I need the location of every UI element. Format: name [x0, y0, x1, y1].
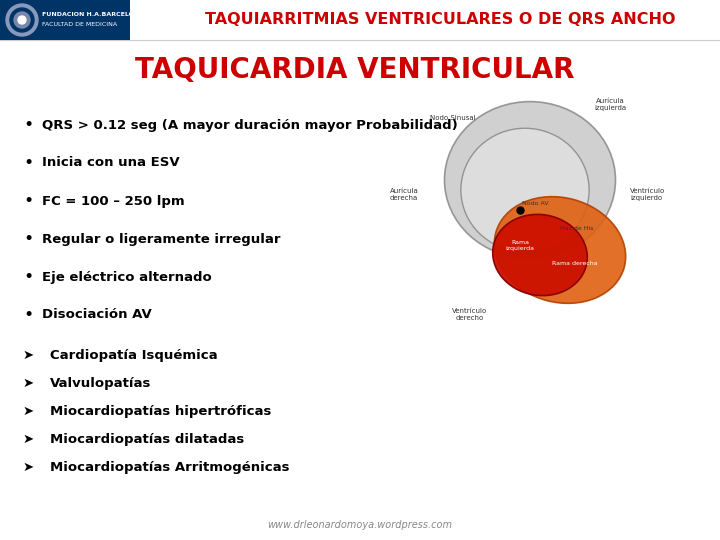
Text: •: • — [23, 268, 33, 286]
Text: Ventrículo
izquierdo: Ventrículo izquierdo — [630, 188, 665, 201]
Circle shape — [14, 12, 30, 28]
Text: Inicia con una ESV: Inicia con una ESV — [42, 157, 179, 170]
Text: Aurícula
derecha: Aurícula derecha — [390, 188, 419, 201]
Circle shape — [18, 16, 26, 24]
Text: •: • — [23, 192, 33, 210]
Ellipse shape — [495, 197, 626, 303]
Text: Aurícula
izquierda: Aurícula izquierda — [594, 98, 626, 111]
Text: ➤: ➤ — [22, 376, 34, 389]
Text: •: • — [23, 154, 33, 172]
Text: Nodo Sinusal: Nodo Sinusal — [430, 115, 476, 121]
Text: ➤: ➤ — [22, 348, 34, 361]
Text: •: • — [23, 230, 33, 248]
Text: ➤: ➤ — [22, 461, 34, 474]
Text: Ventrículo
derecho: Ventrículo derecho — [452, 308, 487, 321]
Text: Cardiopatía Isquémica: Cardiopatía Isquémica — [50, 348, 217, 361]
Text: ➤: ➤ — [22, 404, 34, 417]
Circle shape — [6, 4, 38, 36]
Text: •: • — [23, 116, 33, 134]
Text: Haz de His: Haz de His — [560, 226, 593, 231]
Text: ➤: ➤ — [22, 433, 34, 446]
Text: FUNDACION H.A.BARCELO: FUNDACION H.A.BARCELO — [42, 12, 134, 17]
Ellipse shape — [461, 128, 589, 252]
Text: QRS > 0.12 seg (A mayor duración mayor Probabilidad): QRS > 0.12 seg (A mayor duración mayor P… — [42, 118, 458, 132]
Text: FACULTAD DE MEDICINA: FACULTAD DE MEDICINA — [42, 23, 117, 28]
Text: Rama derecha: Rama derecha — [552, 261, 598, 266]
Text: Rama
izquierda: Rama izquierda — [505, 240, 534, 251]
Text: Miocardiopatías dilatadas: Miocardiopatías dilatadas — [50, 433, 244, 446]
Text: Miocardiopatías Arritmogénicas: Miocardiopatías Arritmogénicas — [50, 461, 289, 474]
Circle shape — [10, 8, 34, 32]
Bar — [0, 0, 130, 40]
Text: •: • — [23, 306, 33, 324]
Text: Valvulopatías: Valvulopatías — [50, 376, 151, 389]
Text: FC = 100 – 250 lpm: FC = 100 – 250 lpm — [42, 194, 184, 207]
Text: www.drleonardomoya.wordpress.com: www.drleonardomoya.wordpress.com — [268, 520, 452, 530]
Text: Miocardiopatías hipertróficas: Miocardiopatías hipertróficas — [50, 404, 271, 417]
Text: TAQUICARDIA VENTRICULAR: TAQUICARDIA VENTRICULAR — [135, 56, 575, 84]
Text: Disociación AV: Disociación AV — [42, 308, 152, 321]
Text: Nodo AV: Nodo AV — [522, 201, 549, 206]
Text: TAQUIARRITMIAS VENTRICULARES O DE QRS ANCHO: TAQUIARRITMIAS VENTRICULARES O DE QRS AN… — [204, 12, 675, 28]
Text: Regular o ligeramente irregular: Regular o ligeramente irregular — [42, 233, 281, 246]
Ellipse shape — [444, 102, 616, 258]
Text: Eje eléctrico alternado: Eje eléctrico alternado — [42, 271, 212, 284]
Ellipse shape — [492, 214, 588, 295]
